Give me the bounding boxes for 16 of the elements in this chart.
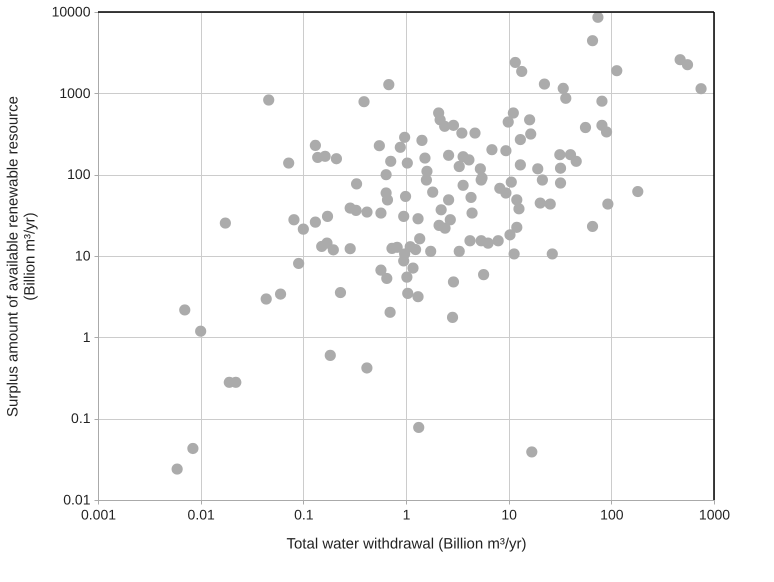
x-tick-label: 10 [501, 506, 518, 522]
x-tick-label: 1000 [698, 506, 730, 522]
y-tick-label: 1 [82, 328, 91, 345]
y-tick-label: 0.1 [71, 410, 91, 426]
x-tick-label: 0.001 [80, 506, 116, 522]
y-tick-label: 0.01 [63, 492, 91, 508]
x-axis-title: Total water withdrawal (Billion m³/yr) [286, 536, 527, 552]
y-tick-label: 10000 [52, 4, 91, 20]
x-tick-label: 0.01 [188, 506, 216, 522]
x-tick-label: 100 [600, 506, 624, 522]
y-tick-label: 1000 [59, 84, 91, 101]
y-tick-label: 100 [67, 166, 91, 182]
x-tick-label: 0.1 [294, 506, 314, 522]
y-axis-title: Surplus amount of available renewable resource (Billion m³/yr) [4, 96, 39, 418]
x-tick-label: 1 [402, 506, 411, 522]
y-tick-label: 10 [74, 248, 91, 264]
